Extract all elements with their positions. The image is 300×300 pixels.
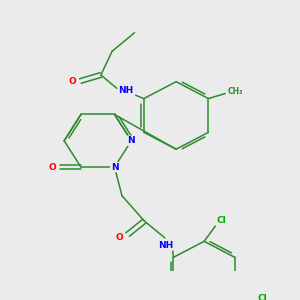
Text: N: N [111,163,119,172]
Text: CH₃: CH₃ [228,87,244,96]
Text: NH: NH [118,86,134,95]
Text: Cl: Cl [257,294,267,300]
Text: N: N [128,136,135,145]
Text: O: O [116,233,123,242]
Text: Cl: Cl [216,216,226,225]
Text: O: O [48,163,56,172]
Text: O: O [68,76,76,85]
Text: NH: NH [158,241,173,250]
